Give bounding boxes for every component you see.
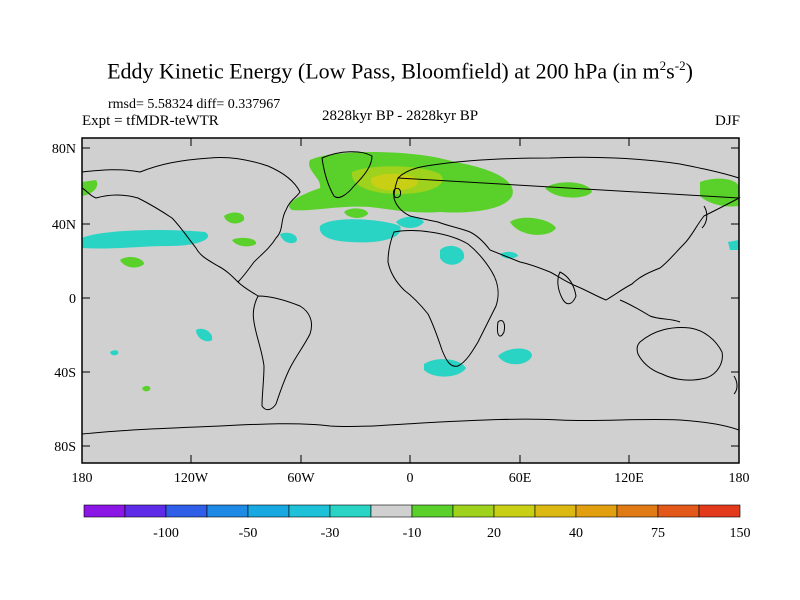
lon-label: 120W xyxy=(174,471,209,486)
coast-uk xyxy=(393,187,401,199)
patch-indian-ocean-neg xyxy=(498,348,532,365)
lat-label: 40N xyxy=(52,218,76,233)
patch-south-pacific-neg-1 xyxy=(196,328,213,342)
colorbar-swatch xyxy=(247,504,290,518)
lon-label: 60E xyxy=(509,471,532,486)
colorbar-swatch xyxy=(206,504,249,518)
colorbar-label: 40 xyxy=(569,526,583,541)
colorbar-label: 75 xyxy=(651,526,665,541)
stats-text: rmsd= 5.58324 diff= 0.337967 xyxy=(108,97,281,112)
coast-southeast-asia xyxy=(619,299,681,323)
lat-label: 40S xyxy=(54,366,76,381)
colorbar-swatch xyxy=(83,504,126,518)
colorbar-label: -100 xyxy=(153,526,179,541)
patch-south-atlantic-neg xyxy=(424,359,466,377)
patch-pacific-ne xyxy=(82,180,98,196)
colorbar-label: -30 xyxy=(321,526,340,541)
colorbar-swatch xyxy=(165,504,208,518)
lon-labels: 180 120W 60W 0 60E 120E 180 xyxy=(72,471,750,486)
colorbar-swatch xyxy=(698,504,741,518)
colorbar-swatch xyxy=(452,504,495,518)
colorbar-label: 150 xyxy=(730,526,751,541)
patch-south-pacific xyxy=(142,385,151,392)
colorbar-swatch xyxy=(124,504,167,518)
lon-label: 180 xyxy=(72,471,93,486)
colorbar-swatch xyxy=(493,504,536,518)
lat-label: 80N xyxy=(52,142,76,157)
coast-south-america xyxy=(252,295,313,411)
patch-south-pacific-neg-2 xyxy=(110,350,119,356)
patch-pacific-west-1 xyxy=(224,212,245,224)
colorbar-swatch xyxy=(616,504,659,518)
colorbar-swatch xyxy=(329,504,372,518)
lon-label: 60W xyxy=(287,471,315,486)
colorbar-labels: -100 -50 -30 -10 20 40 75 150 xyxy=(153,526,750,541)
colorbar-swatch xyxy=(370,504,413,518)
patch-mediterranean xyxy=(510,217,556,235)
colorbar xyxy=(83,504,741,518)
colorbar-swatch xyxy=(288,504,331,518)
patch-africa-neg xyxy=(440,245,465,265)
lon-label: 0 xyxy=(407,471,414,486)
patch-west-pacific-neg xyxy=(728,240,739,250)
colorbar-swatch xyxy=(534,504,577,518)
colorbar-swatch xyxy=(657,504,700,518)
coast-new-zealand xyxy=(733,375,738,395)
lat-label: 80S xyxy=(54,440,76,455)
lon-label: 120E xyxy=(614,471,644,486)
patch-arabia-neg xyxy=(500,251,518,259)
lon-label: 180 xyxy=(729,471,750,486)
colorbar-swatch xyxy=(575,504,618,518)
coast-australia xyxy=(636,327,723,381)
coast-madagascar xyxy=(497,319,505,337)
experiment-label: Expt = tfMDR-teWTR xyxy=(82,113,219,129)
coast-north-america xyxy=(81,157,301,283)
colorbar-label: -10 xyxy=(403,526,422,541)
season-label: DJF xyxy=(714,113,740,129)
patch-atlantic-neg xyxy=(319,219,401,243)
coast-eurasia xyxy=(393,156,741,301)
patch-europe-center xyxy=(370,173,419,191)
patch-us-east-neg xyxy=(280,232,297,244)
patch-pacific-west-2 xyxy=(232,237,257,247)
anomaly-patches xyxy=(82,152,739,392)
patch-north-pacific-neg xyxy=(82,230,209,249)
patch-siberia xyxy=(545,182,592,198)
coast-india xyxy=(557,271,577,305)
lat-label: 0 xyxy=(69,292,76,307)
patch-east-asia xyxy=(700,178,739,207)
colorbar-label: 20 xyxy=(487,526,501,541)
patch-caspian xyxy=(344,208,368,218)
patch-gulf-mexico xyxy=(120,257,144,268)
colorbar-swatch xyxy=(411,504,454,518)
patch-med-neg xyxy=(396,216,424,228)
coast-greenland xyxy=(321,151,373,199)
chart-title: Eddy Kinetic Energy (Low Pass, Bloomfiel… xyxy=(107,58,693,84)
coast-central-america xyxy=(237,281,259,297)
coast-africa xyxy=(387,230,499,367)
period-label: 2828kyr BP - 2828kyr BP xyxy=(322,108,479,124)
coast-japan xyxy=(701,205,708,229)
tick-marks xyxy=(82,138,739,463)
colorbar-label: -50 xyxy=(239,526,258,541)
lat-labels: 80N 40N 0 40S 80S xyxy=(52,142,76,455)
coast-antarctica xyxy=(81,418,740,435)
coastlines xyxy=(81,151,741,435)
